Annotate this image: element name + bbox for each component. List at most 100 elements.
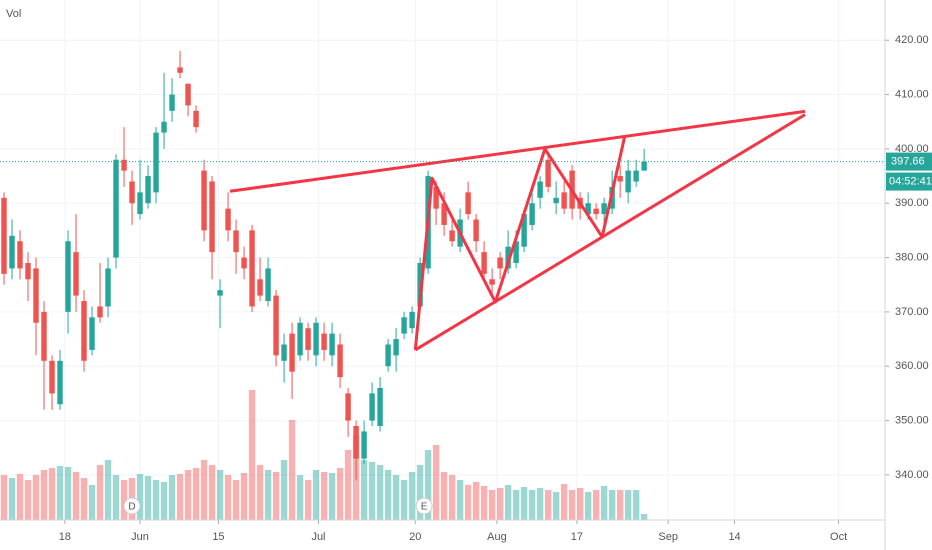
candle-body	[433, 186, 439, 209]
volume-bar	[72, 472, 80, 520]
event-marker	[123, 497, 141, 515]
volume-bar	[376, 465, 384, 520]
volume-bar	[32, 475, 40, 520]
volume-bar	[248, 390, 256, 520]
candle-body	[497, 257, 503, 269]
y-tick-label: 390.00	[895, 197, 929, 209]
candle-body	[385, 344, 391, 367]
volume-bar	[544, 490, 552, 520]
trend-line	[414, 113, 806, 352]
volume-bar	[472, 482, 480, 520]
x-tick-label: Aug	[487, 531, 507, 543]
candle-body	[633, 170, 639, 182]
candle-body	[513, 241, 519, 263]
candle-body	[313, 322, 319, 356]
volume-bar	[408, 472, 416, 520]
candle-body	[17, 241, 23, 269]
y-tick-label: 400.00	[895, 143, 929, 155]
volume-bar	[64, 467, 72, 520]
candle-body	[601, 203, 607, 215]
volume-bar	[320, 472, 328, 520]
volume-bar	[200, 460, 208, 520]
candle-body	[105, 268, 111, 307]
volume-bar	[608, 490, 616, 520]
candle-body	[121, 159, 127, 171]
candle-body	[489, 279, 495, 285]
candle-body	[33, 268, 39, 323]
candle-body	[305, 328, 311, 350]
volume-bar	[504, 485, 512, 520]
candle-body	[65, 241, 71, 312]
volume-bar	[208, 465, 216, 520]
candle-body	[545, 159, 551, 187]
candle-body	[561, 192, 567, 209]
candle-body	[521, 214, 527, 247]
candle-body	[417, 262, 423, 307]
volume-bar	[640, 514, 648, 520]
candle-body	[193, 110, 199, 128]
event-label: E	[421, 502, 428, 513]
candle-body	[625, 170, 631, 193]
candle-body	[369, 393, 375, 421]
volume-bar	[528, 490, 536, 520]
candle-body	[97, 306, 103, 318]
candle-body	[553, 197, 559, 204]
y-tick-label: 350.00	[895, 414, 929, 426]
candle-body	[401, 317, 407, 334]
volume-bar	[560, 484, 568, 520]
volume-bar	[160, 482, 168, 520]
x-tick-label: 20	[409, 531, 421, 543]
volume-bar	[240, 473, 248, 520]
volume-bar	[496, 488, 504, 520]
volume-bar	[568, 490, 576, 520]
candle-body	[505, 246, 511, 269]
volume-bar	[216, 470, 224, 520]
candle-body	[265, 268, 271, 302]
candle-body	[641, 161, 647, 171]
x-tick-label: 15	[212, 531, 224, 543]
trend-line	[413, 134, 627, 351]
y-tick-label: 340.00	[895, 469, 929, 481]
x-tick-label: 17	[571, 531, 583, 543]
candle-body	[137, 192, 143, 215]
volume-bar	[576, 488, 584, 520]
candle-body	[241, 257, 247, 269]
candle-body	[201, 170, 207, 231]
volume-bar	[616, 490, 624, 520]
candle-body	[393, 339, 399, 356]
volume-bar	[304, 480, 312, 520]
volume-bar	[296, 475, 304, 520]
candle-body	[585, 203, 591, 215]
candle-body	[57, 360, 63, 405]
candle-body	[329, 333, 335, 356]
candle-body	[41, 311, 47, 361]
last-price-label: 397.66	[891, 156, 925, 168]
candle-body	[529, 203, 535, 225]
candle-body	[449, 230, 455, 242]
candle-body	[337, 344, 343, 378]
candle-body	[321, 333, 327, 350]
candle-body	[209, 181, 215, 253]
x-tick-label: 18	[59, 531, 71, 543]
candle-body	[49, 360, 55, 394]
candle-body	[289, 333, 295, 372]
volume-bar	[24, 480, 32, 520]
volume-bar	[120, 480, 128, 520]
candle-body	[249, 230, 255, 307]
volume-title: Vol	[6, 8, 21, 20]
volume-bar	[584, 492, 592, 520]
volume-bar	[40, 470, 48, 520]
candle-body	[345, 393, 351, 421]
event-label: D	[128, 502, 135, 513]
candle-body	[161, 121, 167, 133]
volume-bar	[328, 473, 336, 520]
volume-bar	[232, 480, 240, 520]
candle-body	[617, 176, 623, 182]
candle-body	[409, 311, 415, 329]
candle-body	[473, 219, 479, 242]
candle-body	[465, 192, 471, 215]
y-tick-label: 420.00	[895, 34, 929, 46]
candle-body	[73, 252, 79, 296]
volume-bar	[280, 460, 288, 520]
